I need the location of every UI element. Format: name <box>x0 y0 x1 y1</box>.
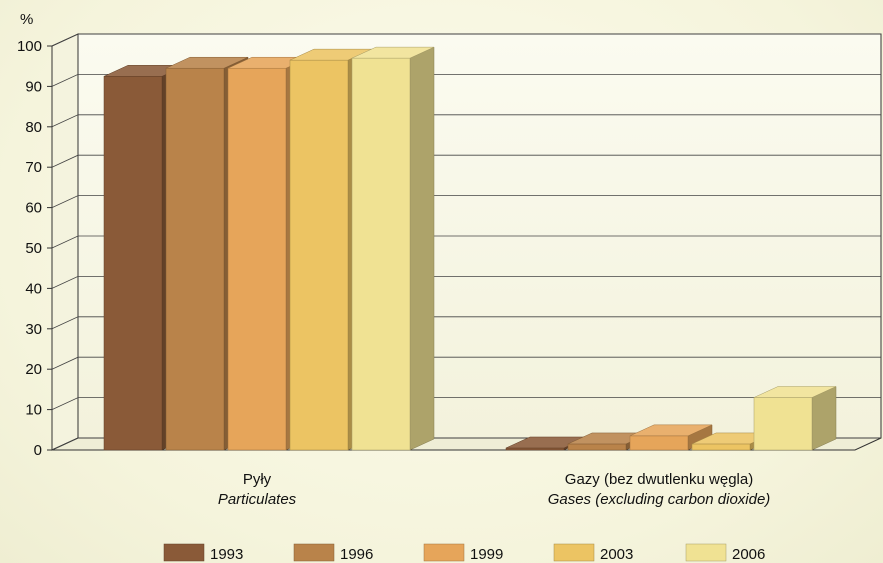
category-label: Gazy (bez dwutlenku węgla) <box>565 471 753 488</box>
bar-top <box>351 46 435 59</box>
legend-swatch <box>163 543 205 562</box>
legend-item: 1999 <box>423 543 503 563</box>
legend-swatch <box>423 543 465 562</box>
bar-front <box>505 447 565 451</box>
bars <box>103 46 837 451</box>
bar-front <box>227 67 287 451</box>
legend-swatch <box>293 543 335 562</box>
bar <box>753 386 837 451</box>
gridline <box>51 74 881 87</box>
legend-label: 2003 <box>600 546 633 563</box>
bar-top <box>753 386 837 398</box>
category-label: Pyły <box>243 471 272 488</box>
y-tick-label: 40 <box>25 280 42 297</box>
bar <box>351 46 435 451</box>
bar-side <box>409 46 435 451</box>
legend-label: 1996 <box>340 546 373 563</box>
y-tick-label: 30 <box>25 321 42 338</box>
y-tick-label: 100 <box>17 38 42 55</box>
bar-front <box>351 57 411 451</box>
gridline <box>51 316 881 330</box>
gridline <box>51 195 881 208</box>
legend-swatch <box>685 543 727 562</box>
legend-item: 2006 <box>685 543 765 563</box>
bar-front <box>691 443 751 451</box>
legend-label: 2006 <box>732 546 765 563</box>
bar-top <box>165 56 249 69</box>
gridline <box>51 356 881 370</box>
category-label-english: Gases (excluding carbon dioxide) <box>548 491 771 508</box>
bar-front <box>629 435 689 451</box>
y-tick-label: 50 <box>25 240 42 257</box>
legend-swatch <box>553 543 595 562</box>
y-tick-label: 0 <box>34 442 42 459</box>
legend-label: 1993 <box>210 546 243 563</box>
gridlines <box>51 33 881 451</box>
y-axis-label: % <box>20 11 33 28</box>
legend-item: 1996 <box>293 543 373 563</box>
legend-item: 2003 <box>553 543 633 563</box>
legend: 1993 1996 1999 2003 2006 <box>163 543 765 563</box>
y-tick-label: 70 <box>25 159 42 176</box>
y-tick-label: 60 <box>25 200 42 217</box>
bar-front <box>165 67 225 451</box>
bar-front <box>567 443 627 451</box>
bar-front <box>289 59 349 451</box>
gridline <box>51 114 881 128</box>
y-tick-label: 20 <box>25 361 42 378</box>
y-tick-label: 10 <box>25 402 42 419</box>
y-tick-label: 90 <box>25 78 42 95</box>
bar-front <box>753 397 813 451</box>
gridline <box>51 275 881 289</box>
gridline <box>51 397 881 410</box>
bar-top <box>629 424 713 437</box>
legend-label: 1999 <box>470 546 503 563</box>
y-tick-label: 80 <box>25 119 42 136</box>
bar-front <box>103 76 163 451</box>
gridline <box>51 235 881 249</box>
category-label-english: Particulates <box>218 491 297 508</box>
y-axis-ticks: 0 10 20 30 40 50 60 70 80 90 100 <box>17 38 53 459</box>
category-labels: Pyły Particulates Gazy (bez dwutlenku węgl… <box>218 471 771 508</box>
gridline <box>51 154 881 168</box>
gridline <box>51 33 881 47</box>
legend-item: 1993 <box>163 543 243 563</box>
